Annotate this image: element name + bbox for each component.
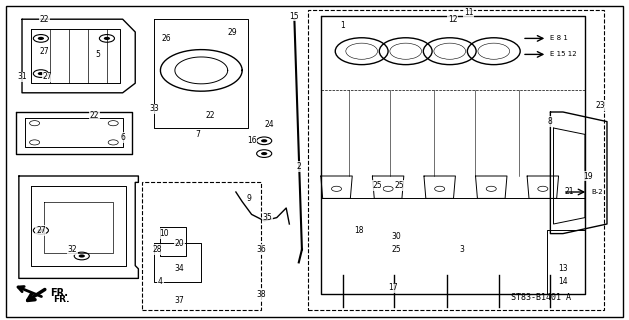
Text: 8: 8 [548, 117, 553, 126]
Text: 17: 17 [388, 284, 398, 292]
Text: 10: 10 [159, 229, 169, 238]
Text: 38: 38 [256, 290, 266, 299]
Text: 25: 25 [391, 245, 401, 254]
Text: 12: 12 [448, 15, 458, 24]
Circle shape [79, 254, 85, 258]
Text: 25: 25 [394, 181, 404, 190]
Circle shape [38, 37, 44, 40]
Text: E 8 1: E 8 1 [550, 36, 568, 41]
Text: ST83-B1401 A: ST83-B1401 A [511, 293, 571, 302]
Text: FR.: FR. [50, 288, 69, 298]
Text: 4: 4 [158, 277, 163, 286]
Text: 13: 13 [558, 264, 568, 273]
Text: 5: 5 [95, 50, 100, 59]
Text: 22: 22 [206, 111, 216, 120]
Bar [308, 10, 604, 310]
Text: 31: 31 [17, 72, 27, 81]
Text: FR.: FR. [53, 295, 70, 304]
Text: 27: 27 [36, 226, 46, 235]
Text: 21: 21 [564, 188, 574, 196]
Circle shape [38, 72, 44, 75]
Text: 14: 14 [558, 277, 568, 286]
Text: 19: 19 [583, 172, 593, 180]
Bar [142, 182, 261, 310]
Text: 36: 36 [256, 245, 266, 254]
Text: 18: 18 [353, 226, 364, 235]
Text: 1: 1 [340, 21, 345, 30]
Text: 20: 20 [174, 239, 184, 248]
Circle shape [38, 229, 44, 232]
Text: 27: 27 [42, 72, 52, 81]
Text: 23: 23 [596, 101, 606, 110]
Text: 30: 30 [391, 232, 401, 241]
Text: E 15 12: E 15 12 [550, 52, 577, 57]
Text: 35: 35 [262, 213, 272, 222]
Text: 22: 22 [89, 111, 99, 120]
Text: 16: 16 [247, 136, 257, 145]
Text: 11: 11 [464, 8, 474, 17]
Text: 26: 26 [162, 34, 172, 43]
Text: 34: 34 [174, 264, 184, 273]
Text: 37: 37 [174, 296, 184, 305]
Text: 7: 7 [196, 130, 201, 139]
Text: 3: 3 [460, 245, 465, 254]
Text: 33: 33 [149, 104, 159, 113]
Text: 25: 25 [372, 181, 382, 190]
Text: B-2: B-2 [591, 189, 603, 195]
Text: 24: 24 [264, 120, 274, 129]
Circle shape [104, 37, 110, 40]
Circle shape [261, 139, 267, 142]
FancyBboxPatch shape [6, 6, 623, 317]
Text: 6: 6 [120, 133, 125, 142]
Text: 29: 29 [228, 28, 238, 36]
Text: 32: 32 [67, 245, 77, 254]
Text: 9: 9 [246, 194, 251, 203]
Circle shape [261, 152, 267, 155]
Text: 22: 22 [39, 15, 49, 24]
Text: 28: 28 [152, 245, 162, 254]
Text: 15: 15 [289, 12, 299, 20]
Text: 27: 27 [39, 47, 49, 56]
Text: 2: 2 [296, 162, 301, 171]
